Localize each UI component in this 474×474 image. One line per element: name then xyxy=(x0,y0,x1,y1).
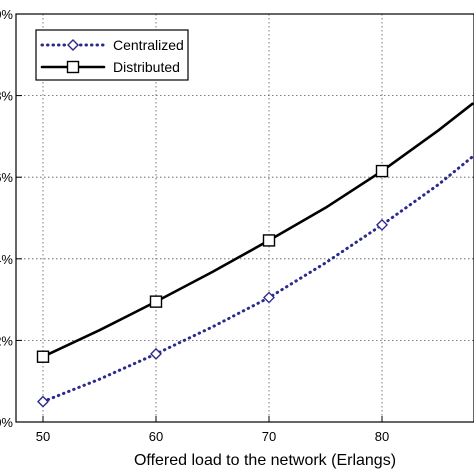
data-point-square xyxy=(262,234,276,247)
x-tick-label: 50 xyxy=(36,429,50,444)
y-tick-label: 6% xyxy=(0,170,13,185)
y-tick-label: 0% xyxy=(0,415,13,430)
data-point-diamond xyxy=(37,395,49,408)
data-point-square xyxy=(375,164,389,178)
axis-ticks: 50 60 70 80 0% 2% 4% 6% 8% 10% xyxy=(0,7,389,444)
data-point-diamond xyxy=(263,291,275,304)
grid-lines xyxy=(16,14,474,422)
x-tick-label: 60 xyxy=(149,429,163,444)
legend-marker-square xyxy=(66,60,80,74)
series-layer xyxy=(36,102,474,408)
data-point-square xyxy=(36,350,50,363)
legend-label-centralized: Centralized xyxy=(113,37,184,53)
x-tick-label: 80 xyxy=(375,429,389,444)
series-line-centralized xyxy=(41,155,474,404)
data-point-square xyxy=(149,295,163,308)
y-tick-label: 8% xyxy=(0,89,13,104)
legend-label-distributed: Distributed xyxy=(113,59,180,75)
legend-marker-diamond xyxy=(67,39,79,51)
plot-frame xyxy=(15,13,474,423)
y-tick-label: 4% xyxy=(0,252,13,267)
data-point-diamond xyxy=(150,347,162,360)
series-line-distributed xyxy=(41,102,474,359)
y-tick-label: 10% xyxy=(0,7,13,22)
x-tick-label: 70 xyxy=(262,429,276,444)
x-axis-label: Offered load to the network (Erlangs) xyxy=(134,452,396,469)
legend-box xyxy=(35,29,189,81)
data-point-diamond xyxy=(376,218,388,231)
y-tick-label: 2% xyxy=(0,333,13,348)
legend: Centralized Distributed xyxy=(35,29,189,81)
